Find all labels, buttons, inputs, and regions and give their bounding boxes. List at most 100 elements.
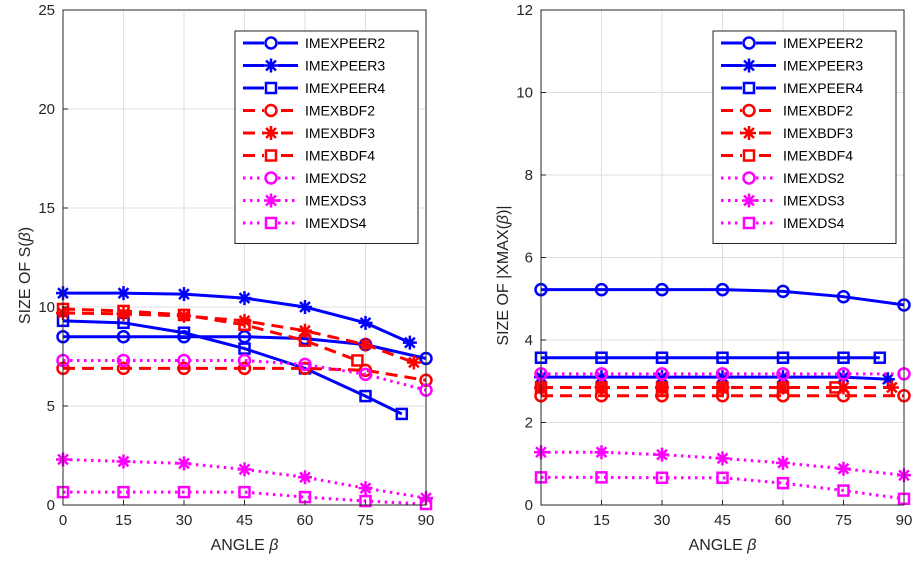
legend-marker-bg <box>742 81 756 95</box>
x-tick-label: 30 <box>654 512 671 529</box>
y-tick-label: 15 <box>38 200 55 217</box>
y-tick-label: 0 <box>47 497 55 514</box>
legend-marker <box>264 216 278 230</box>
legend-item: IMEXBDF4 <box>243 148 375 164</box>
data-point <box>655 370 669 385</box>
legend-label: IMEXPEER4 <box>305 80 385 96</box>
legend-label: IMEXPEER4 <box>783 80 863 96</box>
legend-label: IMEXPEER3 <box>783 58 863 74</box>
legend-item: IMEXDS4 <box>243 215 367 231</box>
data-point <box>836 370 851 385</box>
legend-marker-bg <box>264 148 278 163</box>
data-point <box>177 287 191 302</box>
data-point <box>884 380 899 395</box>
data-point <box>836 461 851 476</box>
legend-marker <box>742 36 756 50</box>
data-point <box>358 363 373 378</box>
data-point <box>177 485 191 499</box>
series-line <box>63 366 427 382</box>
x-tick-label: 0 <box>59 512 67 529</box>
legend-label: IMEXDS2 <box>783 170 845 186</box>
legend-marker <box>264 193 278 208</box>
data-point <box>358 315 373 330</box>
legend-marker <box>742 126 756 140</box>
legend: IMEXPEER2 IMEXPEER3 IMEXPEER4 IMEXBDF2 IMEXB… <box>234 30 419 244</box>
legend-item: IMEXDS3 <box>721 193 845 209</box>
data-point <box>359 494 372 508</box>
x-tick-label: 75 <box>357 512 374 529</box>
legend-label: IMEXBDF4 <box>783 148 853 164</box>
data-point <box>655 282 669 297</box>
data-point <box>298 361 312 376</box>
legend-marker <box>264 149 278 162</box>
data-point <box>298 323 312 338</box>
data-point <box>298 300 312 314</box>
y-tick-label: 20 <box>38 101 55 118</box>
legend-marker <box>264 36 278 50</box>
legend: IMEXPEER2 IMEXPEER3 IMEXPEER4 IMEXBDF2 IMEXB… <box>712 30 897 244</box>
data-point <box>177 326 191 339</box>
data-point <box>776 351 790 364</box>
series-line <box>62 319 403 416</box>
legend-marker <box>742 58 756 73</box>
legend-marker <box>742 193 756 208</box>
data-point <box>595 381 608 394</box>
data-point <box>595 471 608 484</box>
data-point <box>716 471 729 485</box>
legend-label: IMEXPEER2 <box>305 35 385 51</box>
legend-marker <box>264 171 278 185</box>
data-point <box>594 370 609 385</box>
series-imexbdf4 <box>534 381 842 394</box>
data-point <box>237 291 252 306</box>
data-point <box>776 381 790 394</box>
data-point <box>237 353 252 368</box>
data-point <box>829 381 842 394</box>
x-tick-label: 45 <box>236 512 253 529</box>
legend-marker <box>264 126 278 140</box>
legend-label: IMEXBDF2 <box>783 103 853 119</box>
data-point <box>358 481 373 496</box>
y-tick-label: 10 <box>516 85 533 102</box>
data-point <box>117 485 130 499</box>
legend-marker-bg <box>264 216 278 230</box>
data-point <box>351 354 364 367</box>
data-point <box>836 367 851 381</box>
legend-item: IMEXBDF2 <box>721 103 853 119</box>
legend-item: IMEXDS2 <box>243 170 367 186</box>
data-point <box>238 485 251 499</box>
data-point <box>594 367 609 381</box>
legend-label: IMEXPEER3 <box>305 58 385 74</box>
data-point <box>655 381 669 394</box>
x-tick-label: 75 <box>835 512 852 529</box>
legend-item: IMEXDS4 <box>721 215 845 231</box>
data-point <box>298 334 312 347</box>
legend-item: IMEXBDF3 <box>243 125 375 141</box>
legend-marker <box>264 58 278 73</box>
legend-label: IMEXBDF3 <box>783 125 853 141</box>
legend-marker <box>742 216 756 230</box>
data-point <box>298 470 312 485</box>
legend-marker <box>742 103 756 118</box>
data-point <box>836 289 851 304</box>
data-point <box>715 370 730 385</box>
legend-item: IMEXBDF4 <box>721 148 853 164</box>
data-point <box>237 462 252 477</box>
data-point <box>358 367 373 382</box>
data-point <box>776 476 790 490</box>
series-imexds2 <box>534 367 911 381</box>
data-point <box>116 329 131 344</box>
x-axis-label: ANGLE β <box>689 537 757 554</box>
y-tick-label: 4 <box>525 332 533 349</box>
data-point <box>716 351 729 364</box>
x-tick-label: 60 <box>775 512 792 529</box>
data-point <box>177 308 191 322</box>
legend-marker-bg <box>742 216 756 230</box>
y-tick-label: 6 <box>525 250 533 267</box>
data-point <box>237 329 252 344</box>
data-point <box>595 351 608 364</box>
legend-item: IMEXPEER4 <box>721 80 863 96</box>
data-point <box>116 306 131 321</box>
legend-marker-bg <box>264 81 278 95</box>
data-point <box>715 451 730 466</box>
data-point <box>116 361 131 376</box>
